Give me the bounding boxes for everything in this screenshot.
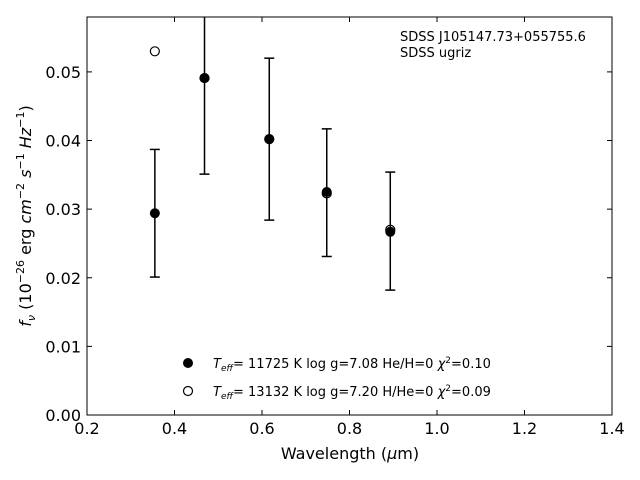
annotation-filter-set: SDSS ugriz — [400, 46, 471, 61]
model-point-open — [199, 72, 210, 84]
model-point-open — [264, 134, 275, 145]
plot-frame — [86, 16, 613, 416]
annotation-object-name: SDSS J105147.73+055755.6 — [400, 30, 586, 45]
legend-1-chi2: =0.10 — [451, 357, 491, 372]
legend-filled-marker — [183, 358, 193, 368]
legend-2-params: log g=7.20 H/He=0 — [306, 385, 433, 400]
model-point-filled — [149, 208, 160, 219]
x-tick-label: 0.4 — [162, 419, 187, 438]
x-tick-label: 0.8 — [337, 419, 362, 438]
data-marks — [149, 17, 396, 291]
model-point-open — [321, 188, 332, 199]
y-tick-label: 0.04 — [45, 132, 81, 151]
y-axis-ticks: 0.00 0.01 0.02 0.03 0.04 0.05 — [45, 63, 612, 425]
x-tick-label: 1.4 — [599, 419, 624, 438]
x-tick-label: 0.6 — [249, 419, 274, 438]
legend-2-chi2: =0.09 — [451, 385, 491, 400]
legend-1-params: log g=7.08 He/H=0 — [306, 357, 433, 372]
y-tick-label: 0.03 — [45, 200, 81, 219]
y-tick-label: 0.05 — [45, 63, 81, 82]
legend-entry-2: Teff= 13132 K log g=7.20 H/He=0 χ2=0.09 — [213, 384, 491, 402]
legend: Teff= 11725 K log g=7.08 He/H=0 χ2=0.10 … — [182, 356, 491, 402]
x-tick-label: 0.2 — [74, 419, 99, 438]
model-point-filled — [385, 226, 396, 237]
y-tick-label: 0.02 — [45, 269, 81, 288]
y-tick-label: 0.00 — [45, 406, 81, 425]
y-tick-label: 0.01 — [45, 337, 81, 356]
model-point-open — [385, 224, 396, 235]
y-axis-label: fν (10−26 erg cm−2 s−1 Hz−1) — [14, 105, 38, 326]
model-point-open — [149, 46, 160, 57]
legend-2-teff: 13132 K — [248, 385, 302, 400]
legend-entry-1: Teff= 11725 K log g=7.08 He/H=0 χ2=0.10 — [213, 356, 491, 374]
x-tick-label: 1.2 — [512, 419, 537, 438]
x-axis-label: Wavelength (μm) — [281, 444, 419, 463]
x-axis-ticks: 0.2 0.4 0.6 0.8 1.0 1.2 1.4 — [74, 17, 625, 438]
legend-1-teff: 11725 K — [248, 357, 302, 372]
x-tick-label: 1.0 — [424, 419, 449, 438]
legend-open-marker — [182, 385, 194, 397]
